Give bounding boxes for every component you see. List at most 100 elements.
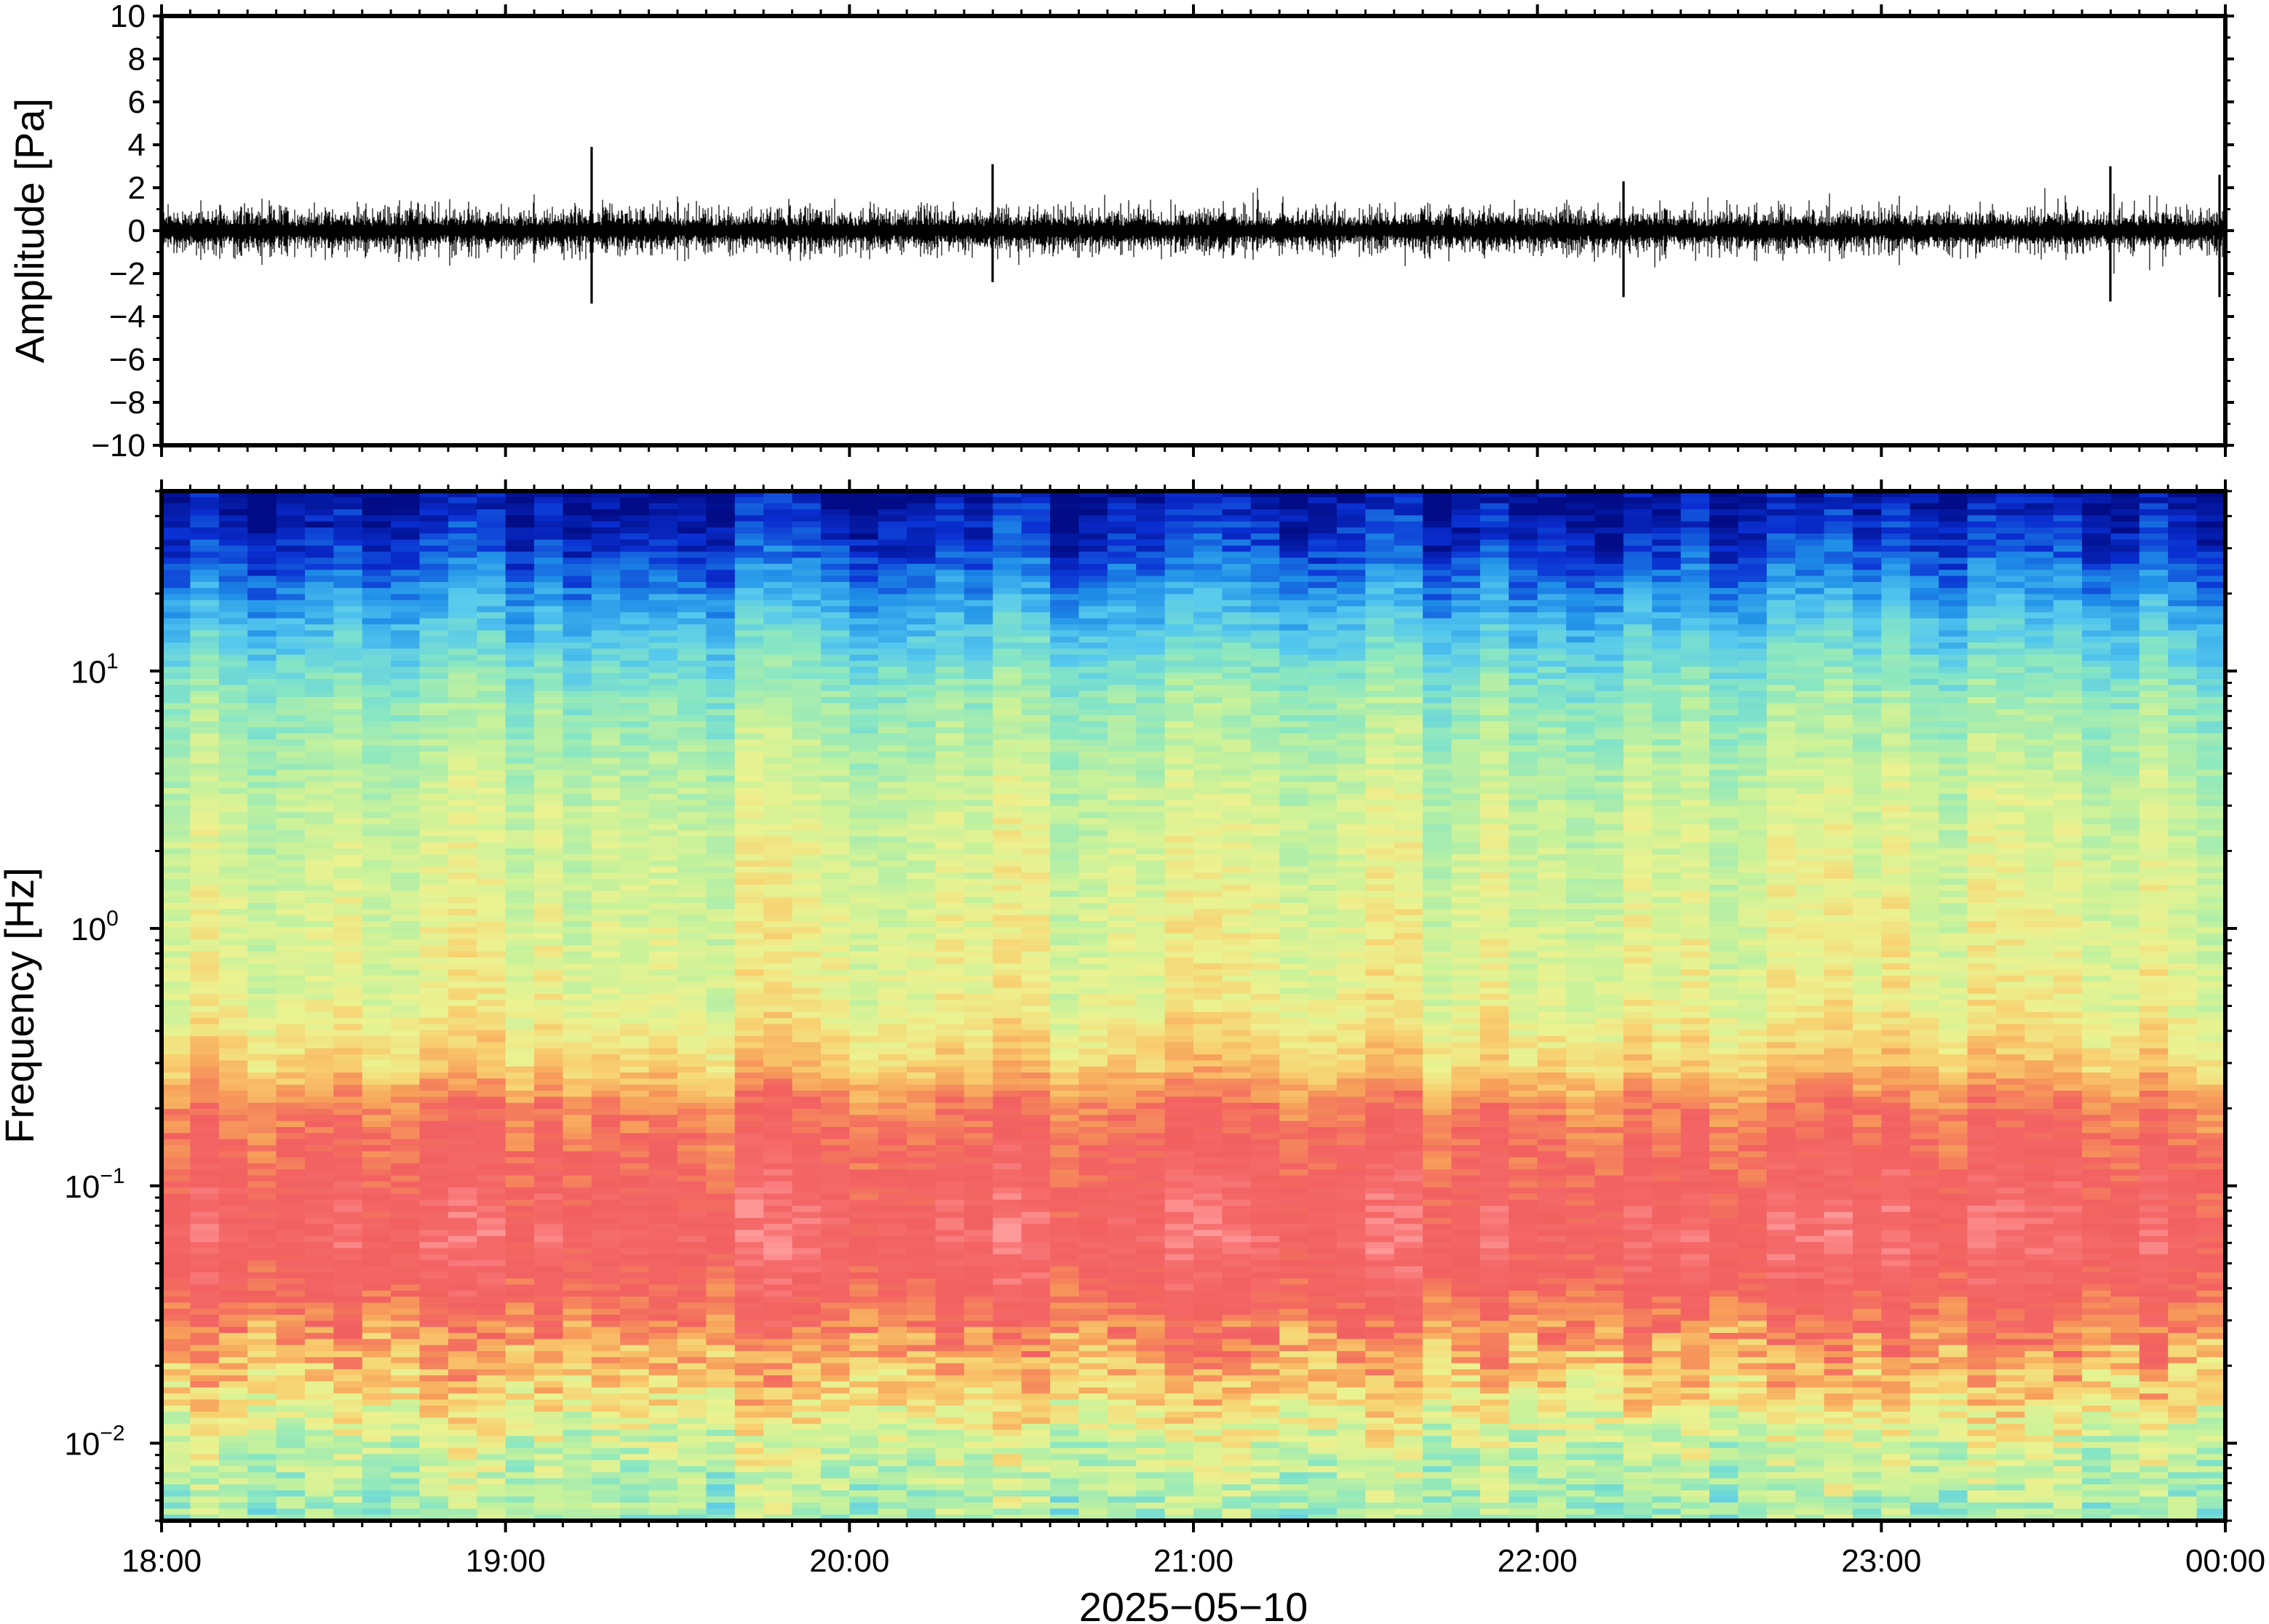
spectrogram-cell	[907, 757, 937, 765]
spectrogram-cell	[820, 588, 851, 595]
spectrogram-cell	[333, 794, 363, 801]
spectrogram-cell	[1967, 679, 1997, 686]
spectrogram-cell	[1107, 709, 1137, 716]
spectrogram-cell	[591, 661, 621, 668]
spectrogram-cell	[477, 600, 506, 607]
spectrogram-cell	[1594, 570, 1624, 577]
spectrogram-cell	[1479, 721, 1510, 728]
spectrogram-cell	[1680, 552, 1710, 559]
spectrogram-cell	[1881, 576, 1911, 583]
spectrogram-cell	[477, 867, 506, 874]
spectrogram-cell	[477, 533, 506, 541]
spectrogram-cell	[1852, 781, 1883, 789]
spectrogram-cell	[763, 872, 793, 880]
spectrogram-cell	[734, 842, 764, 849]
spectrogram-cell	[993, 787, 1022, 795]
spectrogram-cell	[563, 600, 592, 607]
spectrogram-cell	[677, 697, 707, 704]
spectrogram-cell	[563, 539, 592, 546]
spectrogram-cell	[734, 769, 764, 776]
spectrogram-cell	[1824, 576, 1853, 583]
spectrogram-cell	[1910, 563, 1939, 570]
spectrogram-cell	[333, 800, 363, 807]
spectrogram-cell	[734, 563, 764, 570]
spectrogram-cell	[1451, 594, 1481, 601]
spectrogram-cell	[2168, 776, 2198, 783]
spectrogram-cell	[2139, 545, 2169, 553]
spectrogram-cell	[362, 709, 392, 716]
spectrogram-cell	[2053, 690, 2083, 698]
spectrogram-cell	[1365, 805, 1395, 813]
spectrogram-cell	[1881, 715, 1911, 723]
spectrogram-cell	[1250, 854, 1280, 861]
spectrogram-cell	[1136, 800, 1166, 807]
spectrogram-cell	[1709, 606, 1739, 613]
spectrogram-cell	[1824, 733, 1853, 741]
spectrogram-cell	[1279, 836, 1309, 843]
spectrogram-cell	[1594, 830, 1624, 837]
spectrogram-cell	[1136, 521, 1166, 528]
spectrogram-cell	[849, 824, 879, 831]
spectrogram-cell	[734, 594, 764, 601]
spectrogram-cell	[820, 818, 851, 825]
spectrogram-cell	[563, 672, 592, 680]
spectrogram-cell	[820, 576, 851, 583]
spectrogram-cell	[1279, 497, 1309, 504]
spectrogram-cell	[1824, 878, 1853, 885]
spectrogram-cell	[448, 515, 478, 522]
spectrogram-cell	[1594, 763, 1624, 771]
spectrogram-cell	[1164, 588, 1194, 595]
spectrogram-cell	[1652, 527, 1682, 535]
spectrogram-cell	[1738, 630, 1768, 637]
spectrogram-cell	[1308, 757, 1338, 765]
spectrogram-cell	[2082, 745, 2112, 752]
amplitude-tick-label: 4	[128, 127, 146, 163]
spectrogram-cell	[162, 769, 191, 776]
spectrogram-cell	[2110, 794, 2140, 801]
spectrogram-cell	[1566, 679, 1596, 686]
spectrogram-cell	[1824, 648, 1853, 656]
spectrogram-cell	[1279, 812, 1309, 819]
spectrogram-cell	[1136, 618, 1166, 625]
spectrogram-cell	[706, 842, 736, 849]
spectrogram-cell	[1308, 745, 1338, 752]
spectrogram-cell	[190, 679, 220, 686]
spectrogram-cell	[1766, 600, 1796, 607]
spectrogram-cell	[1881, 818, 1911, 825]
spectrogram-cell	[2196, 812, 2225, 819]
spectrogram-cell	[1652, 739, 1682, 747]
spectrogram-cell	[792, 618, 822, 625]
spectrogram-cell	[963, 545, 994, 553]
spectrogram-cell	[1107, 636, 1137, 643]
spectrogram-cell	[333, 642, 363, 650]
spectrogram-cell	[2196, 624, 2225, 632]
spectrogram-cell	[276, 787, 306, 795]
spectrogram-cell	[304, 805, 335, 813]
spectrogram-cell	[2139, 527, 2169, 535]
spectrogram-cell	[1394, 781, 1423, 789]
spectrogram-cell	[563, 709, 592, 716]
spectrogram-cell	[1824, 654, 1853, 661]
spectrogram-cell	[276, 594, 306, 601]
spectrogram-cell	[620, 836, 650, 843]
spectrogram-cell	[935, 685, 965, 692]
spectrogram-cell	[1795, 794, 1825, 801]
spectrogram-cell	[1824, 581, 1853, 589]
spectrogram-cell	[963, 776, 994, 783]
spectrogram-cell	[448, 848, 478, 856]
spectrogram-cell	[849, 690, 879, 698]
spectrogram-cell	[276, 751, 306, 759]
spectrogram-cell	[1709, 533, 1739, 541]
spectrogram-cell	[419, 497, 449, 504]
spectrogram-cell	[2082, 570, 2112, 577]
spectrogram-cell	[1078, 581, 1108, 589]
spectrogram-cell	[763, 630, 793, 637]
spectrogram-cell	[1479, 842, 1510, 849]
spectrogram-cell	[1738, 612, 1768, 619]
spectrogram-cell	[1766, 727, 1796, 734]
spectrogram-cell	[2053, 491, 2083, 498]
spectrogram-cell	[763, 878, 793, 885]
spectrogram-cell	[1164, 539, 1194, 546]
spectrogram-cell	[419, 842, 449, 849]
spectrogram-cell	[218, 800, 248, 807]
